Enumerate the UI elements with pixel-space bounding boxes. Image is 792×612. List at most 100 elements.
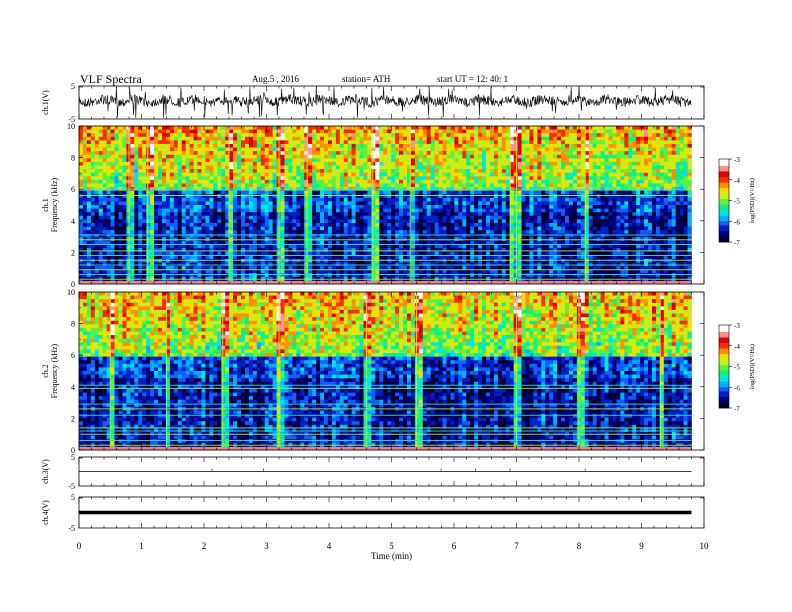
spectrogram-cell xyxy=(352,191,356,195)
spectrogram-cell xyxy=(328,245,332,249)
spectrogram-cell xyxy=(150,133,154,137)
spectrogram-cell xyxy=(166,205,170,209)
spectrogram-cell xyxy=(332,162,336,166)
spectrogram-cell xyxy=(103,158,107,162)
spectrogram-cell xyxy=(95,180,99,184)
spectrogram-cell xyxy=(115,205,119,209)
spectrogram-cell xyxy=(237,234,241,238)
spectrogram-cell xyxy=(261,140,265,144)
spectrogram-cell xyxy=(447,169,451,173)
spectrogram-cell xyxy=(431,151,435,155)
spectrogram-cell xyxy=(83,252,87,256)
spectrogram-cell xyxy=(308,140,312,144)
spectrogram-cell xyxy=(217,205,221,209)
spectrogram-cell xyxy=(304,162,308,166)
spectrogram-cell xyxy=(182,209,186,213)
spectrogram-cell xyxy=(443,169,447,173)
spectrogram-cell xyxy=(308,205,312,209)
spectrogram-cell xyxy=(367,209,371,213)
spectrogram-cell xyxy=(154,162,158,166)
spectrogram-cell xyxy=(269,155,273,159)
spectrogram-cell xyxy=(178,130,182,134)
spectrogram-cell xyxy=(419,248,423,252)
spectrogram-cell xyxy=(494,151,498,155)
spectrogram-cell xyxy=(95,273,99,277)
spectrogram-cell xyxy=(265,234,269,238)
spectrogram-cell xyxy=(130,201,134,205)
spectrogram-cell xyxy=(138,212,142,216)
spectrogram-cell xyxy=(391,176,395,180)
spectrogram-cell xyxy=(265,201,269,205)
spectrogram-cell xyxy=(324,259,328,263)
spectrogram-cell xyxy=(514,212,518,216)
spectrogram-cell xyxy=(162,262,166,266)
spectrogram-cell xyxy=(261,130,265,134)
spectrogram-cell xyxy=(367,227,371,231)
spectrogram-cell xyxy=(344,223,348,227)
spectrogram-cell xyxy=(419,198,423,202)
spectrogram-cell xyxy=(229,158,233,162)
spectrogram-cell xyxy=(482,169,486,173)
spectrogram-cell xyxy=(514,191,518,195)
spectrogram-cell xyxy=(371,162,375,166)
spectrogram-cell xyxy=(91,219,95,223)
spectrogram-cell xyxy=(324,198,328,202)
spectrogram-cell xyxy=(91,180,95,184)
spectrogram-cell xyxy=(288,252,292,256)
spectrogram-cell xyxy=(478,140,482,144)
spectrogram-cell xyxy=(217,126,221,130)
spectrogram-cell xyxy=(99,126,103,130)
spectrogram-cell xyxy=(514,259,518,263)
spectrogram-cell xyxy=(154,183,158,187)
spectrogram-cell xyxy=(91,169,95,173)
spectrogram-cell xyxy=(182,205,186,209)
spectrogram-cell xyxy=(296,205,300,209)
spectrogram-cell xyxy=(466,180,470,184)
spectrogram-cell xyxy=(431,144,435,148)
spectrogram-cell xyxy=(265,262,269,266)
spectrogram-cell xyxy=(134,133,138,137)
spectrogram-cell xyxy=(364,262,368,266)
spectrogram-cell xyxy=(375,183,379,187)
spectrogram-cell xyxy=(257,191,261,195)
spectrogram-cell xyxy=(229,216,233,220)
spectrogram-cell xyxy=(209,209,213,213)
spectrogram-cell xyxy=(130,151,134,155)
spectrogram-cell xyxy=(154,205,158,209)
spectrogram-cell xyxy=(237,273,241,277)
spectrogram-cell xyxy=(194,180,198,184)
spectrogram-cell xyxy=(146,155,150,159)
spectrogram-cell xyxy=(99,130,103,134)
spectrogram-cell xyxy=(115,155,119,159)
spectrogram-cell xyxy=(482,216,486,220)
spectrogram-cell xyxy=(269,201,273,205)
spectrogram-cell xyxy=(150,234,154,238)
spectrogram-cell xyxy=(320,173,324,177)
spectrogram-cell xyxy=(261,183,265,187)
spectrogram-cell xyxy=(122,223,126,227)
spectrogram-cell xyxy=(502,205,506,209)
spectrogram-cell xyxy=(447,201,451,205)
spectrogram-cell xyxy=(229,176,233,180)
spectrogram-cell xyxy=(107,230,111,234)
spectrogram-cell xyxy=(336,151,340,155)
spectrogram-cell xyxy=(364,230,368,234)
spectrogram-cell xyxy=(304,198,308,202)
spectrogram-cell xyxy=(423,234,427,238)
spectrogram-cell xyxy=(122,234,126,238)
spectrogram-cell xyxy=(292,198,296,202)
spectrogram-cell xyxy=(253,262,257,266)
spectrogram-cell xyxy=(494,245,498,249)
spectrogram-cell xyxy=(213,262,217,266)
spectrogram-cell xyxy=(284,234,288,238)
spectrogram-cell xyxy=(111,148,115,152)
spectrogram-cell xyxy=(292,169,296,173)
spectrogram-cell xyxy=(269,144,273,148)
spectrogram-cell xyxy=(490,173,494,177)
spectrogram-cell xyxy=(130,183,134,187)
spectrogram-cell xyxy=(122,126,126,130)
spectrogram-cell xyxy=(470,137,474,141)
spectrogram-cell xyxy=(296,245,300,249)
spectrogram-cell xyxy=(91,209,95,213)
spectrogram-cell xyxy=(233,137,237,141)
